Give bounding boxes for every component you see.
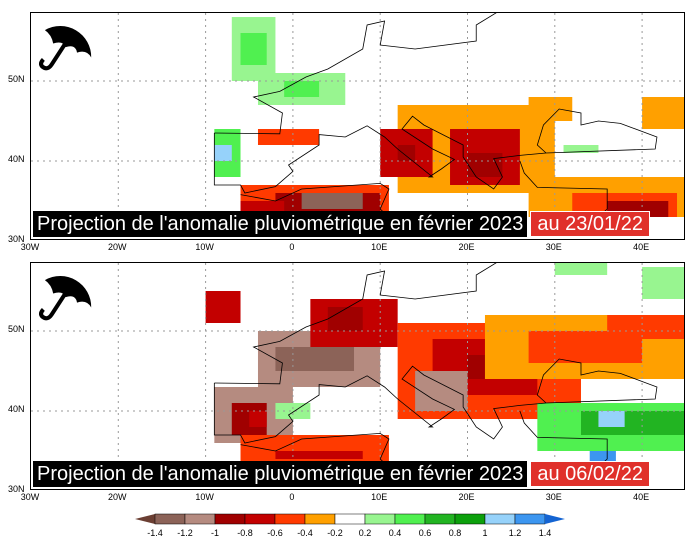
anomaly-cell [397,145,416,161]
latitude-label: 50N [8,324,25,334]
colorbar-swatch [394,513,426,525]
coastline [213,358,658,444]
anomaly-cell [257,129,320,145]
anomaly-cell [240,33,267,65]
map-title: Projection de l'anomalie pluviométrique … [33,211,528,237]
longitude-label: 30E [545,242,562,252]
colorbar-label: 0.4 [388,528,402,538]
colorbar-label: 0.8 [448,528,462,538]
anomaly-cell [275,347,355,371]
colorbar-label: -0.4 [297,528,313,538]
longitude-label: 40E [633,242,650,252]
longitude-label: 30W [20,242,40,252]
umbrella-icon [38,276,92,321]
colorbar-swatch [244,513,276,525]
colorbar-swatch [274,513,306,525]
anomaly-cell [275,451,363,459]
forecast-date-badge: au 06/02/22 [530,461,650,487]
anomaly-cell [563,145,599,153]
longitude-label: 20E [458,242,475,252]
coastline [240,432,390,468]
anomaly-cell [580,411,684,435]
longitude-label: 20E [458,492,475,502]
coastline [214,13,497,135]
colorbar-swatch [454,513,486,525]
anomaly-cell [598,411,625,427]
longitude-label: 20W [108,492,127,502]
coastline [213,108,658,194]
colorbar-label: -0.6 [267,528,283,538]
longitude-label: 0 [289,242,295,252]
colorbar-swatch [214,513,246,525]
map-title: Projection de l'anomalie pluviométrique … [33,461,528,487]
colorbar-swatch [135,514,155,524]
latitude-label: 40N [8,154,25,164]
colorbar-swatch [545,514,565,524]
map-panel-top: Projection de l'anomalie pluviométrique … [30,12,685,240]
colorbar-swatch [154,513,186,525]
colorbar-swatch [484,513,516,525]
latitude-label: 40N [8,404,25,414]
forecast-date-badge: au 23/01/22 [530,211,650,237]
anomaly-cell [554,263,608,275]
longitude-label: 30W [20,492,40,502]
colorbar-swatch [334,513,366,525]
map-panel-bottom: Projection de l'anomalie pluviométrique … [30,262,685,490]
colorbar-swatch [514,513,546,525]
colorbar-label: -1.4 [147,528,163,538]
anomaly-cell [607,315,684,339]
colorbar-label: 0.2 [358,528,372,538]
anomaly-cell [249,411,267,427]
colorbar-swatch [304,513,336,525]
anomaly-map [31,263,684,489]
longitude-label: 10E [371,242,388,252]
colorbar-swatch [364,513,396,525]
latitude-label: 50N [8,74,25,84]
anomaly-map [31,13,684,239]
colorbar-label: 1 [482,528,488,538]
anomaly-cell [284,81,320,97]
umbrella-icon [38,26,92,71]
coastline [519,160,608,218]
coastline [214,263,497,385]
anomaly-cell [467,153,503,177]
colorbar-label: -1 [210,528,220,538]
anomaly-cell [642,267,684,299]
colorbar-label: 1.4 [538,528,552,538]
anomaly-cell [301,193,363,209]
anomaly-cell [642,97,684,129]
colorbar-label: -0.2 [327,528,343,538]
colorbar-label: -1.2 [177,528,193,538]
coastline [240,182,390,218]
colorbar-swatch [424,513,456,525]
colorbar-label: 0.6 [418,528,432,538]
anomaly-cell [205,291,241,323]
coastline [519,410,608,468]
latitude-label: 30N [8,484,25,494]
latitude-label: 30N [8,234,25,244]
colorbar-label: -0.8 [237,528,253,538]
anomaly-cell [528,97,573,121]
anomaly-cell [415,371,468,411]
colorbar-swatch [184,513,216,525]
anomaly-cell [214,145,232,161]
longitude-label: 0 [289,492,295,502]
longitude-label: 10W [195,492,214,502]
colorbar [135,513,565,525]
anomaly-cell [275,403,311,419]
longitude-label: 30E [545,492,562,502]
longitude-label: 40E [633,492,650,502]
longitude-label: 20W [108,242,127,252]
longitude-label: 10E [371,492,388,502]
longitude-label: 10W [195,242,214,252]
colorbar-label: 1.2 [508,528,522,538]
anomaly-cell [327,307,363,331]
